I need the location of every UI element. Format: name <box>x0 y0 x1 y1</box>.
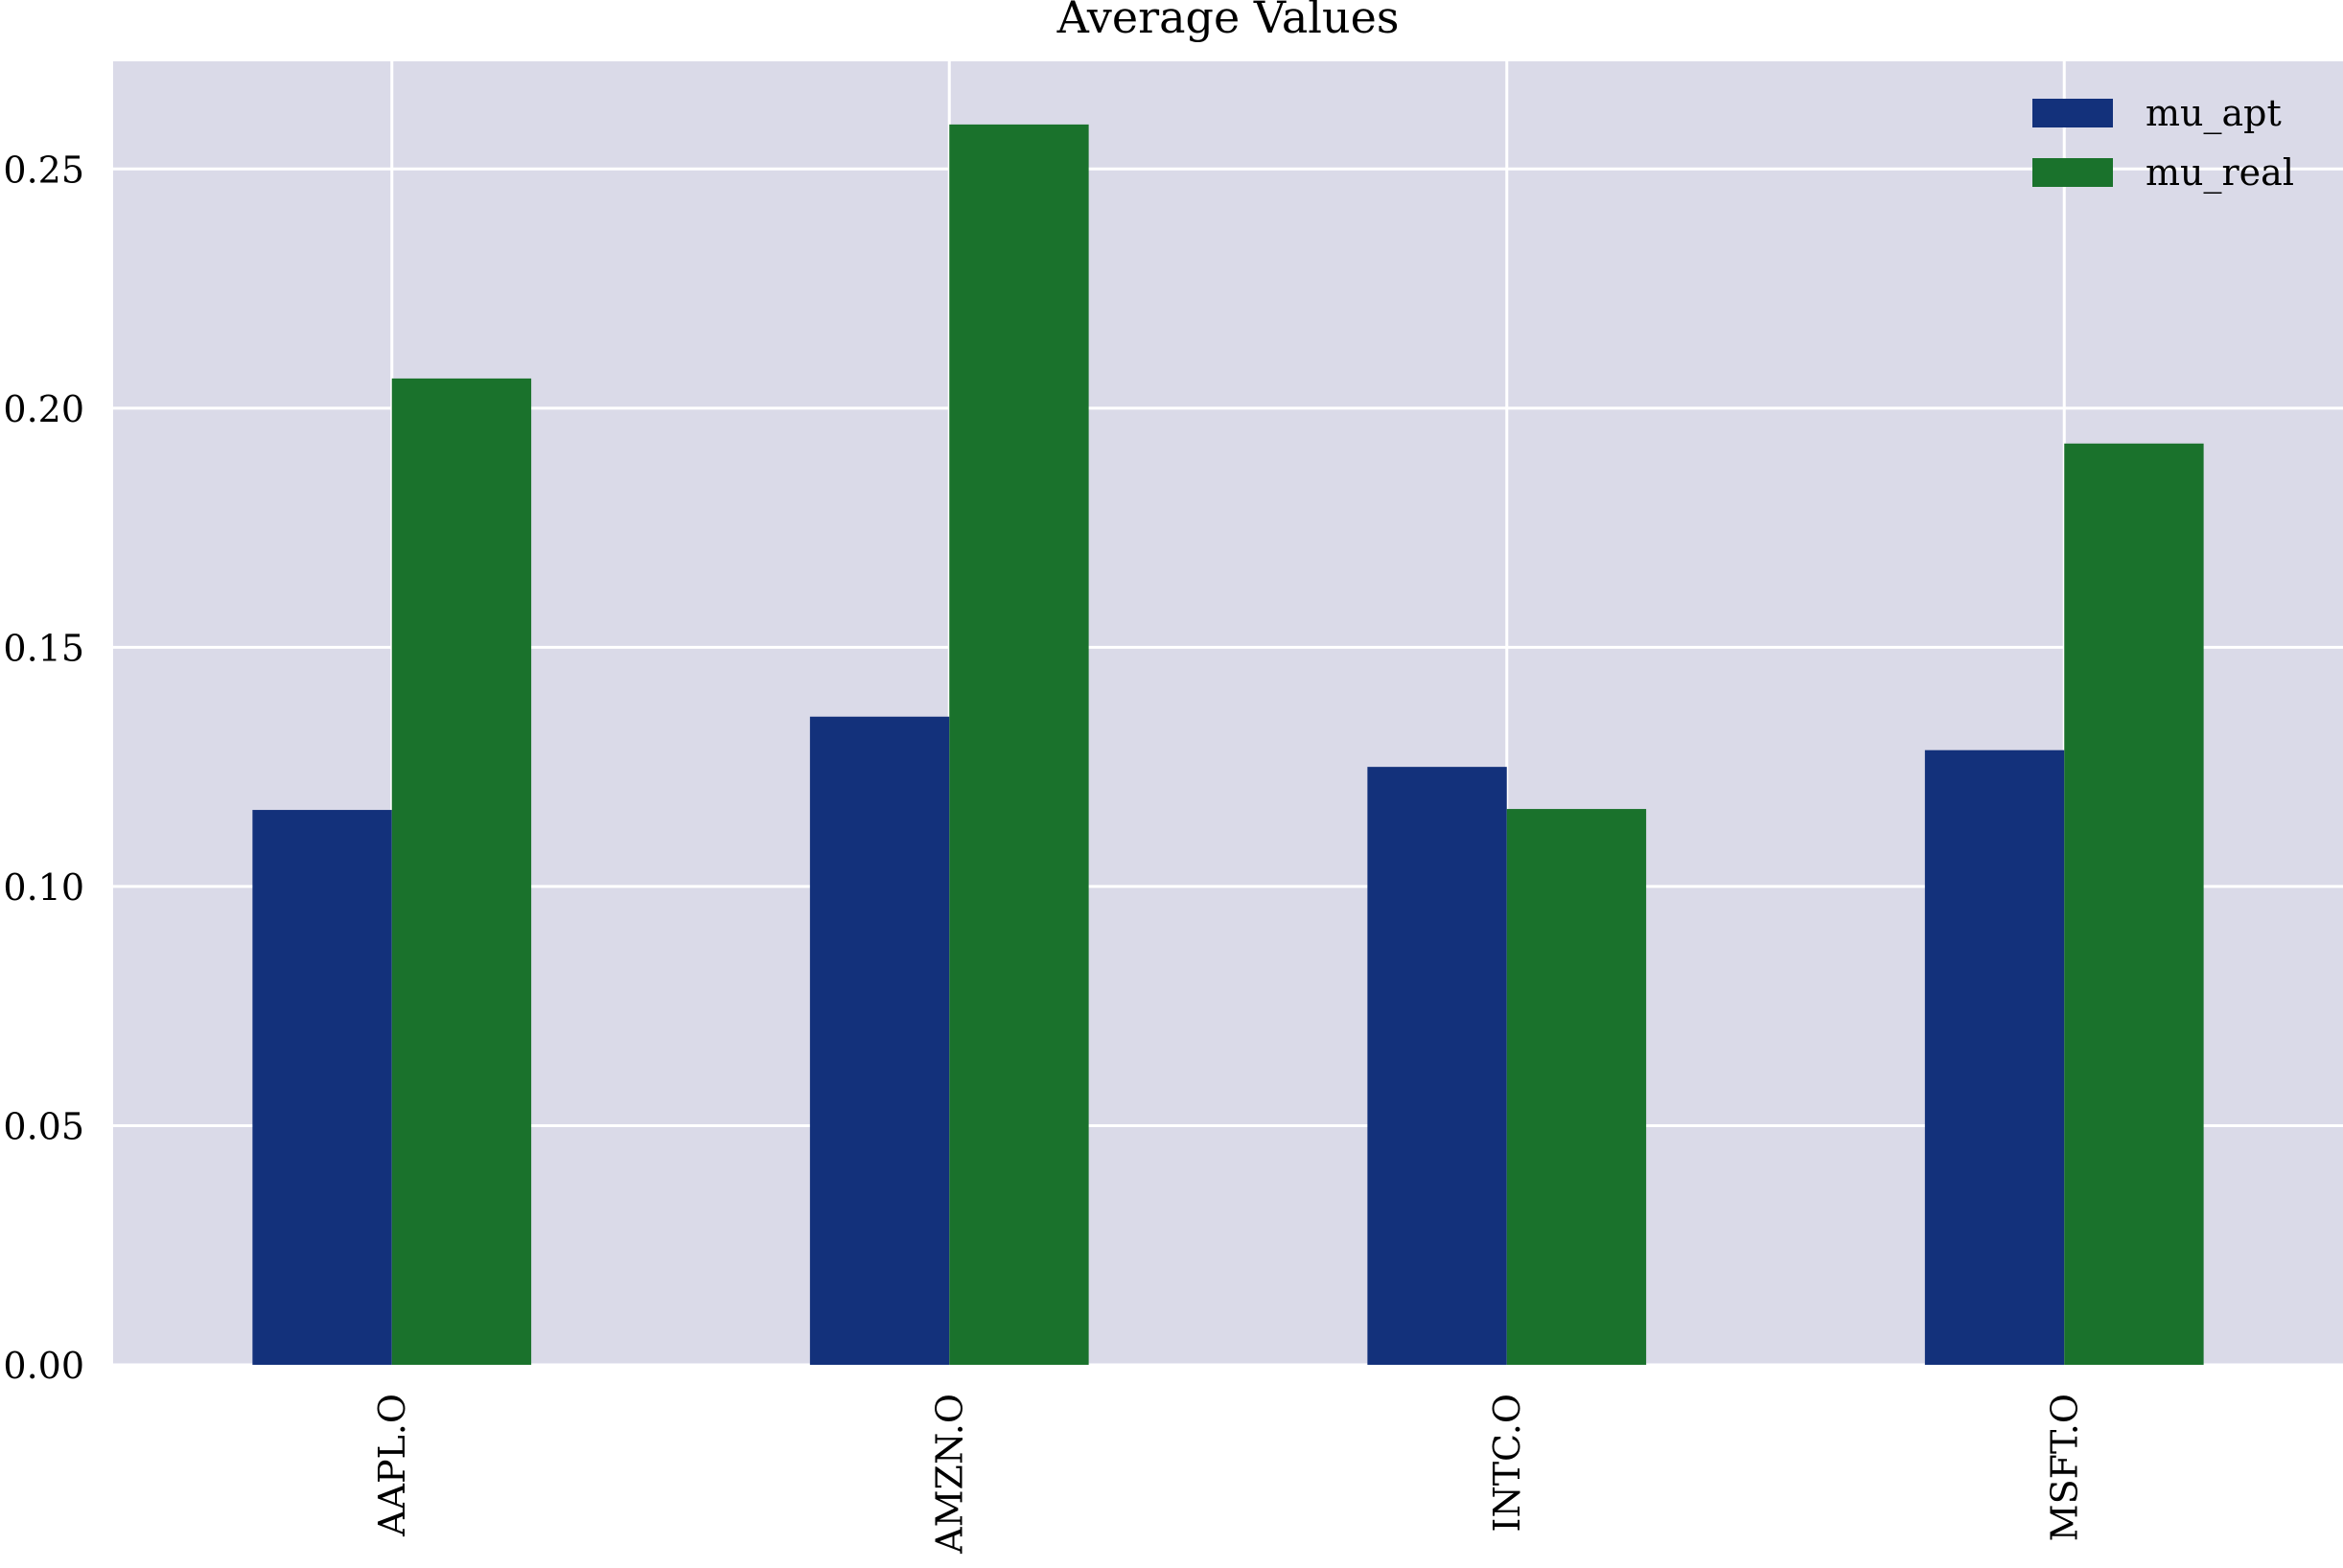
y-tick-label: 0.10 <box>3 866 84 909</box>
x-tick-label: AAPL.O <box>371 1394 413 1537</box>
x-tick-label: INTC.O <box>1486 1394 1528 1533</box>
bar-mu_real <box>1506 809 1647 1365</box>
chart-title: Average Values <box>1056 0 1400 43</box>
y-tick-label: 0.25 <box>3 149 84 191</box>
bar-mu_real <box>391 378 532 1366</box>
y-tick-label: 0.00 <box>3 1345 84 1387</box>
legend-label: mu_real <box>2146 151 2294 195</box>
bar-mu_apt <box>809 716 950 1365</box>
bar-mu_apt <box>1924 749 2065 1365</box>
y-tick-label: 0.15 <box>3 627 84 669</box>
bar-mu_real <box>2064 443 2204 1365</box>
y-tick-labels: 0.00 0.05 0.10 0.15 0.20 0.25 <box>3 149 84 1387</box>
y-tick-label: 0.20 <box>3 388 84 430</box>
x-tick-labels: AAPL.O AMZN.O INTC.O MSFT.O <box>371 1394 2086 1555</box>
legend-swatch-mu_real <box>2032 158 2113 187</box>
bars <box>252 124 2204 1366</box>
bar-mu_apt <box>1367 767 1507 1365</box>
bar-mu_real <box>949 124 1089 1365</box>
y-tick-label: 0.05 <box>3 1105 84 1147</box>
legend: mu_apt mu_real <box>2032 92 2294 195</box>
legend-label: mu_apt <box>2146 92 2282 135</box>
x-tick-label: AMZN.O <box>928 1394 970 1555</box>
x-tick-label: MSFT.O <box>2043 1394 2085 1541</box>
bar-mu_apt <box>252 810 392 1365</box>
legend-swatch-mu_apt <box>2032 99 2113 127</box>
